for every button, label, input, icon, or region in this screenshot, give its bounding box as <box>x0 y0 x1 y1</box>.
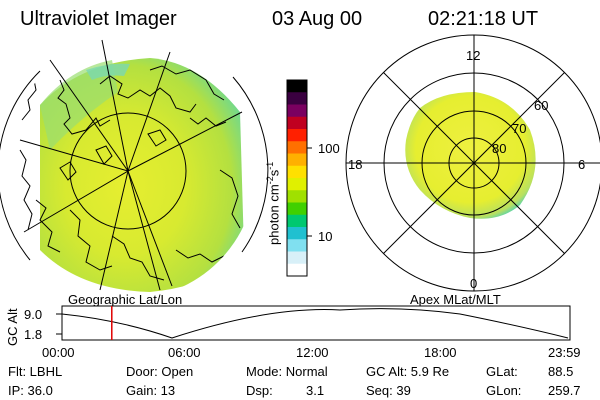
filter-info: Flt: LBHL <box>8 364 63 379</box>
glat-value: 88.5 <box>548 364 574 379</box>
colorbar-band <box>287 227 307 240</box>
door-info: Door: Open <box>126 364 194 379</box>
colorbar-tick-100: 100 <box>318 141 340 156</box>
mlt-label-6: 6 <box>578 157 586 172</box>
timeline-tick-1: 06:00 <box>168 345 201 360</box>
mlat-label-60: 60 <box>534 98 549 113</box>
time-label: 02:21:18 UT <box>428 8 539 30</box>
timeline-tick-3: 18:00 <box>424 345 457 360</box>
colorbar-unit-label: photon cm-2s-1 <box>265 161 282 245</box>
timeline-tick-0: 00:00 <box>42 345 75 360</box>
colorbar-tick-10: 10 <box>318 229 333 244</box>
colorbar-band <box>287 116 307 130</box>
dsp-value: 3.1 <box>306 383 325 398</box>
colorbar-band <box>287 153 307 167</box>
altitude-timeline <box>56 305 571 341</box>
colorbar-band <box>287 178 307 191</box>
colorbar-band <box>287 263 307 277</box>
mlt-label-18: 18 <box>348 157 363 172</box>
gcalt-info: GC Alt: 5.9 Re <box>366 364 450 379</box>
timeline-tick-4: 23:59 <box>548 345 581 360</box>
glon-label: GLon: <box>486 383 522 398</box>
timeline-ymin: 1.8 <box>24 327 43 342</box>
timeline-tick-2: 12:00 <box>296 345 329 360</box>
seq-info: Seq: 39 <box>366 383 411 398</box>
colorbar-band <box>287 202 307 216</box>
apex-caption: Apex MLat/MLT <box>410 292 501 307</box>
color-scale-bar <box>286 79 312 277</box>
glon-value: 259.7 <box>548 383 581 398</box>
mlt-label-12: 12 <box>466 48 481 63</box>
colorbar-band <box>287 80 307 93</box>
colorbar-band <box>287 214 307 228</box>
app-title: Ultraviolet Imager <box>20 8 177 30</box>
colorbar-band <box>287 104 307 118</box>
mlat-label-80: 80 <box>492 141 507 156</box>
date-label: 03 Aug 00 <box>272 8 363 30</box>
timeline-axis-label: GC Alt <box>5 308 20 346</box>
mlat-label-70: 70 <box>512 121 527 136</box>
colorbar-band <box>287 190 307 203</box>
glat-label: GLat: <box>486 364 518 379</box>
colorbar-band <box>287 129 307 142</box>
apex-polar-plot <box>345 34 600 292</box>
colorbar-frame <box>286 79 308 277</box>
ip-info: IP: 36.0 <box>8 383 53 398</box>
colorbar-band <box>287 92 307 105</box>
colorbar-band <box>287 141 307 154</box>
mlt-label-0: 0 <box>470 276 478 291</box>
mode-info: Mode: Normal <box>246 364 328 379</box>
timeline-ymax: 9.0 <box>24 307 43 322</box>
dsp-label: Dsp: <box>246 383 273 398</box>
geographic-map <box>0 39 269 292</box>
colorbar-band <box>287 251 307 265</box>
gain-info: Gain: 13 <box>126 383 176 398</box>
colorbar-band <box>287 165 307 179</box>
colorbar-band <box>287 239 307 252</box>
geo-caption: Geographic Lat/Lon <box>68 292 183 307</box>
